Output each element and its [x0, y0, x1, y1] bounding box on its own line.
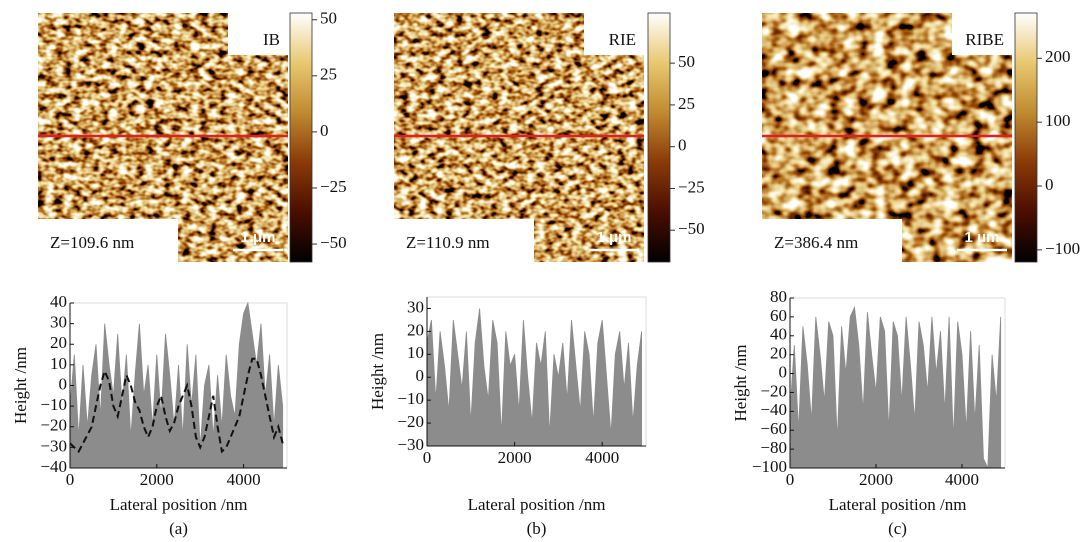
colorbar-tick-label: 50	[678, 52, 695, 71]
x-tick-label: 4000	[945, 470, 979, 489]
image-label: RIBE	[965, 30, 1004, 49]
colorbar-tick-label: 0	[1045, 175, 1054, 194]
scale-label: 1 μm	[964, 229, 999, 246]
y-axis-label: Height /nm	[368, 333, 387, 410]
x-tick-label: 2000	[498, 448, 532, 467]
colorbar-tick-label: 200	[1045, 47, 1071, 66]
y-tick-label: −20	[397, 412, 424, 431]
x-tick-label: 0	[423, 448, 432, 467]
y-tick-label: 20	[407, 320, 424, 339]
y-tick-label: −10	[40, 395, 67, 414]
image-label: IB	[263, 30, 280, 49]
y-tick-label: −30	[397, 435, 424, 454]
caption: (b)	[527, 519, 547, 538]
caption: (a)	[169, 519, 188, 538]
height-area	[426, 308, 643, 447]
z-box	[38, 219, 178, 262]
label-box	[228, 13, 288, 55]
y-tick-label: 10	[50, 354, 67, 373]
y-tick-label: 30	[50, 313, 67, 332]
y-tick-label: 0	[59, 374, 68, 393]
z-range: Z=110.9 nm	[406, 233, 490, 252]
y-tick-label: −20	[760, 381, 787, 400]
y-axis-label: Height /nm	[11, 347, 30, 424]
x-tick-label: 2000	[859, 470, 893, 489]
colorbar	[1014, 12, 1038, 263]
z-range: Z=109.6 nm	[50, 233, 134, 252]
colorbar	[647, 12, 671, 263]
x-axis-label: Lateral position /nm	[829, 495, 967, 514]
y-tick-label: 80	[770, 287, 787, 306]
x-tick-label: 0	[66, 470, 75, 489]
y-tick-label: 10	[407, 343, 424, 362]
x-axis-label: Lateral position /nm	[110, 495, 248, 514]
colorbar-tick-label: 25	[320, 65, 337, 84]
colorbar-tick-label: 25	[678, 94, 695, 113]
colorbar-tick-label: −25	[678, 177, 705, 196]
y-tick-label: 30	[407, 297, 424, 316]
smoothed-line	[69, 357, 284, 454]
image-label: RIE	[609, 30, 636, 49]
colorbar-tick-label: 100	[1045, 111, 1071, 130]
colorbar-tick-label: 50	[320, 9, 337, 28]
y-tick-label: −10	[397, 389, 424, 408]
y-tick-label: −40	[760, 400, 787, 419]
y-tick-label: 40	[50, 292, 67, 311]
y-tick-label: −60	[760, 419, 787, 438]
colorbar-tick-label: 0	[320, 121, 329, 140]
caption: (c)	[888, 519, 907, 538]
y-tick-label: 0	[416, 366, 425, 385]
x-tick-label: 2000	[140, 470, 174, 489]
z-box	[394, 219, 534, 262]
y-tick-label: 20	[50, 333, 67, 352]
x-tick-label: 4000	[227, 470, 261, 489]
x-axis-label: Lateral position /nm	[468, 495, 606, 514]
colorbar-tick-label: −100	[1045, 239, 1080, 258]
colorbar	[289, 12, 313, 263]
z-box	[762, 219, 902, 262]
label-box	[952, 13, 1012, 55]
colorbar-tick-label: −50	[320, 233, 347, 252]
x-tick-label: 0	[786, 470, 795, 489]
scale-label: 1 μm	[240, 229, 275, 246]
y-tick-label: 0	[779, 362, 788, 381]
z-range: Z=386.4 nm	[774, 233, 858, 252]
y-tick-label: −20	[40, 416, 67, 435]
height-area	[69, 301, 284, 469]
y-tick-label: −40	[40, 457, 67, 476]
colorbar-tick-label: 0	[678, 136, 687, 155]
y-tick-label: −100	[752, 457, 787, 476]
y-tick-label: 40	[770, 325, 787, 344]
colorbar-tick-label: −25	[320, 177, 347, 196]
y-tick-label: −30	[40, 436, 67, 455]
y-tick-label: 20	[770, 344, 787, 363]
x-tick-label: 4000	[585, 448, 619, 467]
height-area	[789, 305, 1002, 469]
colorbar-tick-label: −50	[678, 219, 705, 238]
label-box	[584, 13, 644, 55]
y-tick-label: 60	[770, 306, 787, 325]
y-tick-label: −80	[760, 438, 787, 457]
scale-label: 1 μm	[596, 229, 631, 246]
y-axis-label: Height /nm	[731, 345, 750, 422]
